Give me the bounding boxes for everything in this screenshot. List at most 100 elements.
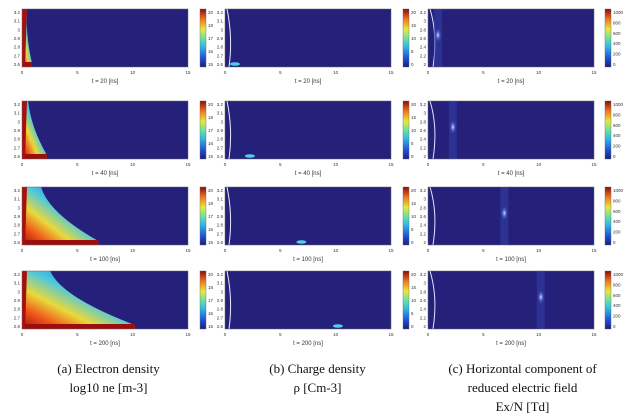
- x-tick-label: 0: [224, 248, 227, 253]
- panel-background: [225, 271, 391, 329]
- x-tick-label: 15: [591, 332, 597, 337]
- colorbar-tick-label: 400: [613, 41, 621, 46]
- colorbar-tick-label: 15: [411, 201, 417, 206]
- colorbar: [604, 100, 612, 160]
- x-tick-label: 5: [482, 162, 485, 167]
- x-tick-label: 0: [224, 332, 227, 337]
- y-tick-label: 2.8: [217, 223, 224, 228]
- x-tick-label: 10: [130, 162, 136, 167]
- y-tick-label: 2.9: [217, 298, 224, 303]
- caption-c: (c) Horizontal component of reduced elec…: [420, 359, 625, 416]
- y-tick-label: 2.4: [420, 307, 427, 312]
- x-tick-label: 5: [482, 248, 485, 253]
- panel-a-row-3: 3.2 3.1 3 2.9 2.8 2.7 2.60 5 10 15 t = 100 [ns] 20 1…: [14, 186, 214, 263]
- y-tick-label: 2.8: [217, 307, 224, 312]
- y-tick-label: 2.6: [14, 240, 21, 245]
- colorbar-tick-label: 5: [411, 141, 414, 146]
- y-tick-label: 2.7: [217, 53, 224, 58]
- colorbar: [604, 270, 612, 330]
- panel-background: [22, 101, 188, 159]
- field-peak: [536, 289, 545, 306]
- caption-c-subtitle: reduced electric field: [467, 380, 578, 395]
- y-tick-label: 2.8: [14, 45, 21, 50]
- x-tick-label: 10: [130, 70, 136, 75]
- time-label: t = 20 [ns]: [295, 79, 322, 85]
- y-tick-label: 3.2: [217, 10, 224, 15]
- colorbar-tick-label: 16: [208, 311, 214, 316]
- electrode-boundary: [226, 100, 232, 160]
- caption-b-units: ρ [Cm-3]: [293, 380, 342, 395]
- x-tick-label: 10: [130, 248, 136, 253]
- colorbar-tick-label: 20: [411, 188, 417, 193]
- x-tick-label: 10: [536, 162, 542, 167]
- y-tick-label: 2.9: [217, 214, 224, 219]
- colorbar-tick-label: 800: [613, 282, 621, 287]
- colorbar: [402, 186, 410, 246]
- colorbar-tick-label: 10: [411, 298, 417, 303]
- panel-background: [225, 9, 391, 67]
- x-tick-label: 15: [185, 70, 191, 75]
- panel-b-row-1: 3.23.132.92.82.72.60 5 10 15t = 20 [ns]2015…: [217, 8, 417, 85]
- electron-density-plume: [22, 271, 135, 329]
- panel-frame: [427, 270, 595, 330]
- time-label: t = 40 [ns]: [498, 171, 525, 177]
- panel-frame: [224, 270, 392, 330]
- caption-c-title: (c) Horizontal component of: [448, 361, 597, 376]
- panel-c-row-1: 3.232.82.62.42.220 5 10 15t = 20 [ns]100080…: [420, 8, 624, 85]
- colorbar-tick-label: 18: [208, 285, 214, 290]
- y-tick-label: 3.2: [217, 188, 224, 193]
- caption-c-units: Ex/N [Td]: [495, 399, 550, 414]
- x-tick-label: 10: [130, 332, 136, 337]
- y-tick-label: 3.1: [217, 19, 224, 24]
- colorbar-tick-label: 18: [208, 201, 214, 206]
- y-tick-label: 3: [423, 111, 426, 116]
- y-tick-label: 2: [423, 154, 426, 159]
- panel-frame: [21, 186, 189, 246]
- y-tick-label: 3: [220, 205, 223, 210]
- y-tick-label: 2.8: [217, 45, 224, 50]
- y-tick-label: 3.1: [14, 111, 21, 116]
- y-tick-label: 2.8: [420, 289, 427, 294]
- y-tick-label: 2.9: [217, 36, 224, 41]
- time-label: t = 100 [ns]: [293, 257, 323, 263]
- y-tick-label: 2.2: [420, 231, 427, 236]
- y-tick-label: 2.8: [14, 223, 21, 228]
- x-tick-label: 0: [224, 162, 227, 167]
- electron-density-channel: [22, 240, 99, 245]
- y-tick-label: 2: [423, 62, 426, 67]
- colorbar: [199, 8, 207, 68]
- colorbar-tick-label: 10: [411, 214, 417, 219]
- panel-frame: [224, 100, 392, 160]
- panel-b-row-3: 3.23.132.92.82.72.60 5 10 15t = 100 [ns]201…: [217, 186, 417, 263]
- colorbar-tick-label: 1000: [613, 272, 624, 277]
- caption-a-title: (a) Electron density: [57, 361, 160, 376]
- colorbar: [604, 186, 612, 246]
- y-tick-label: 2.6: [14, 62, 21, 67]
- colorbar: [199, 100, 207, 160]
- x-tick-label: 5: [482, 332, 485, 337]
- y-tick-label: 2.6: [217, 240, 224, 245]
- electrode-boundary: [429, 186, 436, 246]
- time-label: t = 200 [ns]: [90, 341, 120, 347]
- y-tick-label: 3.1: [217, 197, 224, 202]
- electron-density-edge: [22, 187, 27, 245]
- x-tick-label: 10: [536, 70, 542, 75]
- x-tick-label: 10: [536, 248, 542, 253]
- y-tick-label: 2.8: [14, 307, 21, 312]
- y-tick-label: 2.9: [14, 214, 21, 219]
- colorbar-tick-label: 20: [208, 272, 214, 277]
- colorbar-tick-label: 600: [613, 209, 621, 214]
- colorbar-tick-label: 600: [613, 31, 621, 36]
- x-tick-label: 10: [333, 248, 339, 253]
- colorbar-tick-label: 17: [208, 214, 214, 219]
- x-tick-label: 5: [76, 332, 79, 337]
- time-label: t = 20 [ns]: [92, 79, 119, 85]
- y-tick-label: 2.9: [217, 128, 224, 133]
- caption-a-units: log10 ne [m-3]: [69, 380, 148, 395]
- x-tick-label: 15: [185, 248, 191, 253]
- colorbar-tick-label: 600: [613, 293, 621, 298]
- y-tick-label: 2.7: [217, 315, 224, 320]
- y-tick-label: 2.7: [14, 145, 21, 150]
- electron-density-edge: [22, 101, 27, 159]
